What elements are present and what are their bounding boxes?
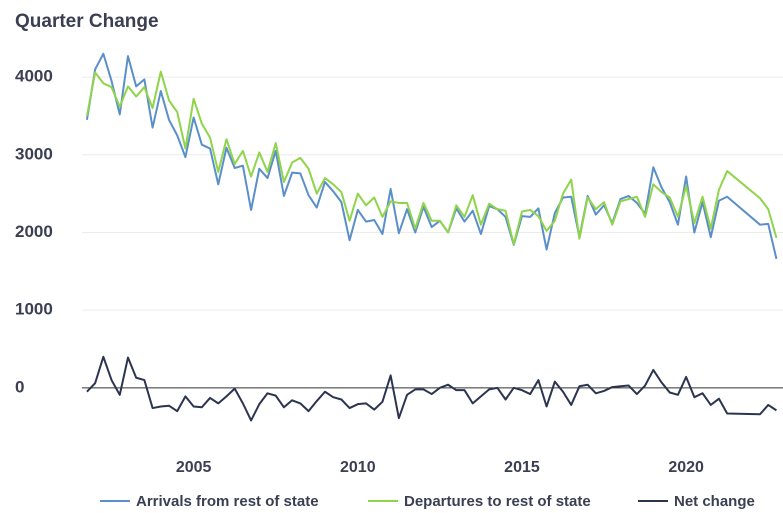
y-tick-label: 4000 bbox=[15, 67, 53, 86]
series-line bbox=[86, 355, 777, 422]
x-tick-label: 2010 bbox=[340, 459, 376, 476]
x-tick-label: 2015 bbox=[504, 459, 540, 476]
x-tick-label: 2005 bbox=[176, 459, 212, 476]
chart-title: Quarter Change bbox=[15, 11, 159, 32]
legend-label: Net change bbox=[674, 493, 755, 510]
plot bbox=[85, 52, 778, 422]
y-tick-label: 2000 bbox=[15, 222, 53, 241]
legend-label: Arrivals from rest of state bbox=[136, 493, 319, 510]
x-tick-label: 2020 bbox=[668, 459, 704, 476]
legend-label: Departures to rest of state bbox=[404, 493, 591, 510]
y-tick-label: 1000 bbox=[15, 300, 53, 319]
y-tick-label: 3000 bbox=[15, 144, 53, 163]
series-line bbox=[85, 70, 778, 246]
y-tick-label: 0 bbox=[15, 377, 24, 396]
grid: 0 1000 2000 3000 4000 2005 2010 2015 2020 bbox=[15, 67, 783, 476]
legend: Arrivals from rest of state Departures to… bbox=[100, 493, 755, 510]
series-line bbox=[85, 52, 778, 260]
